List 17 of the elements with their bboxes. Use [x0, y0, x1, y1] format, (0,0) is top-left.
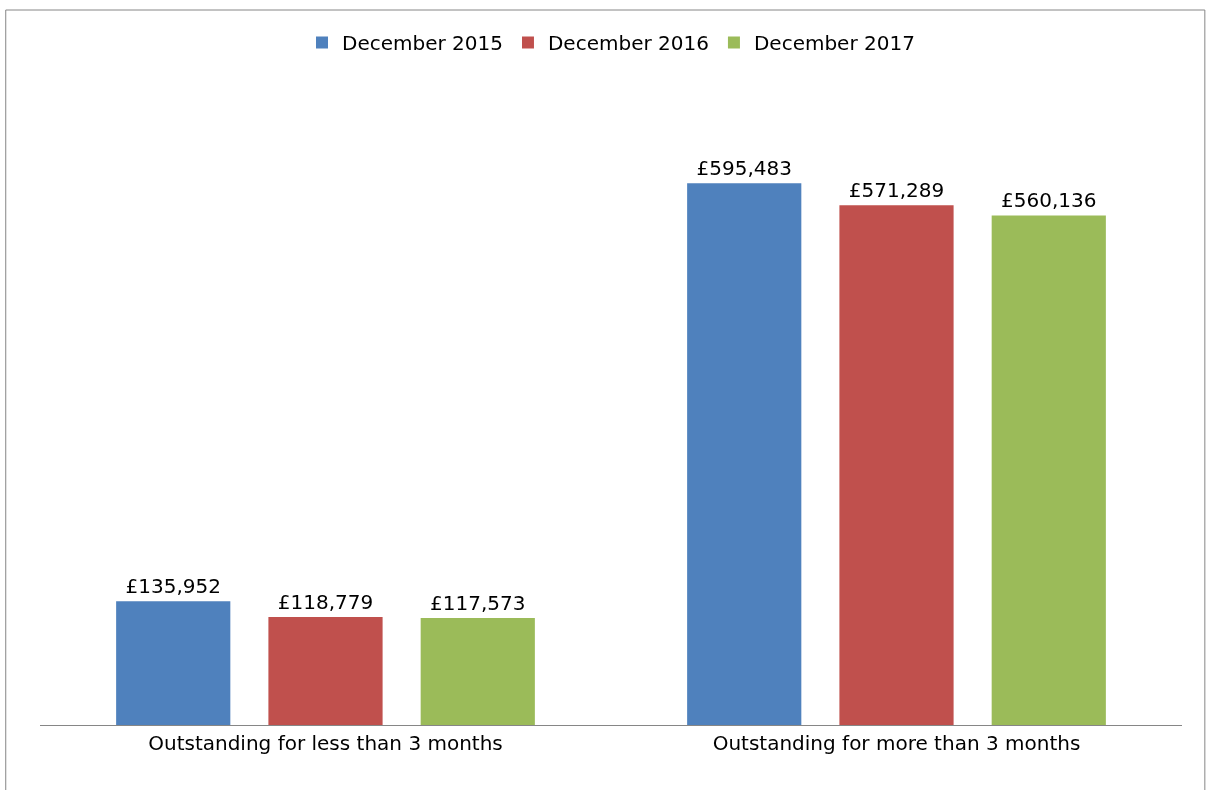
data-label: £135,952 — [125, 574, 221, 599]
legend-label: December 2017 — [753, 31, 915, 56]
legend-label: December 2016 — [547, 31, 709, 56]
bar — [420, 618, 535, 725]
data-label: £595,483 — [696, 156, 792, 181]
bar — [268, 616, 383, 725]
bar — [839, 205, 954, 725]
legend-label: December 2015 — [342, 31, 503, 56]
x-tick-label: Outstanding for less than 3 months — [148, 731, 503, 755]
data-label: £571,289 — [848, 178, 945, 203]
bar — [991, 215, 1106, 725]
data-label: £117,573 — [430, 591, 526, 616]
data-label: £560,136 — [1001, 188, 1097, 213]
data-label: £118,779 — [277, 589, 374, 614]
bar — [116, 601, 231, 725]
x-tick-label: Outstanding for more than 3 months — [712, 731, 1081, 755]
bar — [687, 183, 802, 725]
